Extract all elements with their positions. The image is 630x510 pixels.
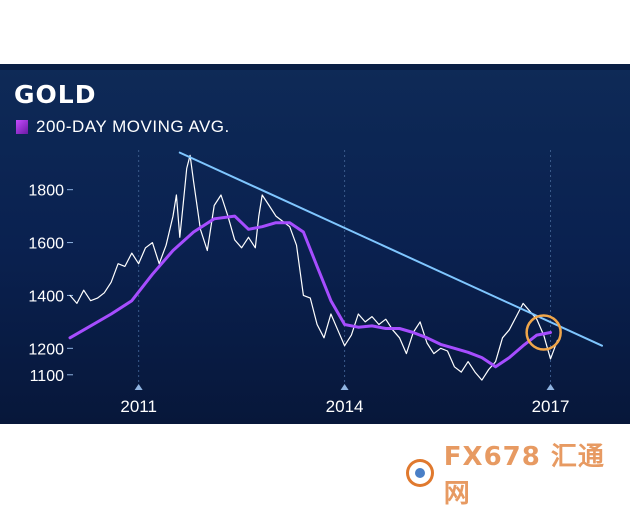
chart-svg: 2011 2014 2017 1100 1200 1400 1600 1800: [28, 150, 603, 416]
highlight-circle: [525, 314, 562, 351]
x-tick-label: 2011: [120, 397, 157, 416]
y-tick-label: 1800: [28, 183, 64, 200]
y-tick-label: 1600: [28, 236, 64, 253]
watermark: FX678 汇通网: [406, 436, 630, 510]
chart-frame-top: [0, 64, 630, 70]
chart-title: GOLD: [14, 80, 97, 109]
y-tick-label: 1200: [28, 341, 64, 358]
y-tick-label: 1400: [28, 288, 64, 305]
x-tick-marker: [546, 384, 555, 390]
chart-panel: [0, 64, 630, 424]
legend-label: 200-DAY MOVING AVG.: [36, 117, 230, 136]
watermark-text: FX678 汇通网: [443, 442, 605, 509]
x-tick-label: 2014: [326, 397, 364, 416]
series-line-gold: [69, 154, 558, 381]
series-line-trendline: [178, 151, 603, 347]
legend-swatch: [16, 120, 28, 134]
series-line-moving-avg: [68, 214, 552, 369]
x-tick-marker: [340, 384, 349, 390]
chart-legend: 200-DAY MOVING AVG.: [16, 117, 230, 137]
watermark-logo-icon: [406, 459, 434, 487]
x-tick-marker: [134, 384, 143, 390]
y-tick-label: 1100: [30, 368, 65, 385]
x-tick-label: 2017: [532, 397, 570, 416]
